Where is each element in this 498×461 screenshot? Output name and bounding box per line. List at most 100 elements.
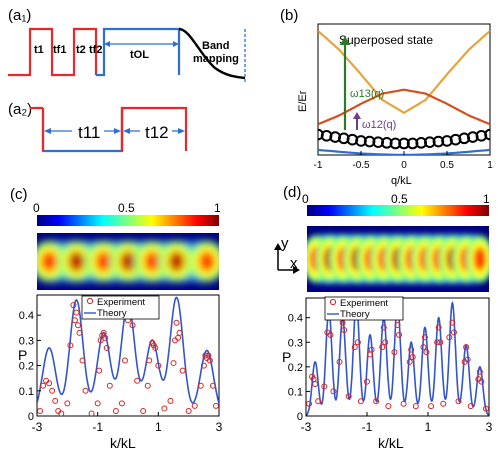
panel-d-label: (d) xyxy=(283,184,301,201)
band-mapping-label-1: Band xyxy=(202,40,230,52)
experiment-point xyxy=(212,402,219,409)
xtick-label: 3 xyxy=(486,420,493,434)
experiment-point xyxy=(400,400,407,407)
experiment-point xyxy=(380,324,387,331)
heatmap-d xyxy=(307,226,489,292)
xtick-label: -1 xyxy=(362,420,373,434)
omega12-label: ω12(q) xyxy=(362,119,396,131)
experiment-point xyxy=(364,378,370,385)
legend-d-exp-marker xyxy=(329,298,337,306)
experiment-point xyxy=(67,342,74,349)
experiment-point xyxy=(421,334,428,341)
legend-c-experiment: Experiment xyxy=(97,297,145,308)
heat-blob-core xyxy=(41,251,58,272)
legend-c-exp-marker xyxy=(86,297,94,305)
legend-d: Experiment Theory xyxy=(324,296,404,321)
experiment-point xyxy=(382,339,389,346)
experiment-point xyxy=(420,344,427,351)
experiment-point xyxy=(64,400,71,407)
panel-b: (b) -1 -0.5 0 0.5 1 Superposed state E/Er q/… xyxy=(280,7,493,187)
experiment-point xyxy=(467,403,474,410)
experiment-point xyxy=(423,349,430,356)
experiment-point xyxy=(385,403,392,410)
heatmap-c xyxy=(37,233,219,290)
experiment-point xyxy=(341,326,348,333)
pulse-label-t1: t1 xyxy=(34,44,44,56)
t11-arrow-left-head xyxy=(44,128,51,134)
pulse-red-main xyxy=(120,106,188,151)
panel-a2: (a₂) t11 t12 xyxy=(8,101,188,153)
omega13-label: ω13(q) xyxy=(350,88,384,100)
ytick-label: 0 xyxy=(28,411,34,423)
xtick-label: -1 xyxy=(92,420,103,434)
experiment-point xyxy=(476,368,483,375)
superposed-point xyxy=(389,137,402,150)
panel-c-axes xyxy=(36,294,220,417)
axis-indicator-x-label: x xyxy=(290,255,298,272)
experiment-point xyxy=(450,329,457,336)
panel-c: (c) 0 0.5 1 -3 -1 1 3 0 0.1 0.2 0.3 0.4 P k/kL E… xyxy=(10,186,223,451)
t11-label-bg xyxy=(72,120,104,142)
experiment-point xyxy=(336,358,343,365)
experiment-point xyxy=(74,322,81,329)
experiment-point xyxy=(455,398,462,405)
colorbar-d-tick-mid: 0.5 xyxy=(391,192,408,206)
band-curve-band3 xyxy=(318,30,490,115)
experiment-point xyxy=(306,400,313,407)
omega13-arrow-head xyxy=(340,36,350,45)
band-mapping-label-2: mapping xyxy=(193,53,239,65)
experiment-point xyxy=(79,357,86,364)
pulse-label-t2: t2 xyxy=(76,44,86,56)
experiment-point xyxy=(73,309,80,316)
legend-d-theory: Theory xyxy=(340,309,370,320)
ytick-label: 0.3 xyxy=(19,335,34,347)
superposed-point xyxy=(484,128,490,141)
experiment-point xyxy=(96,367,103,374)
experiment-point xyxy=(435,324,442,331)
panel-a2-label: (a₂) xyxy=(8,101,32,118)
ytick-label: 0.2 xyxy=(19,361,34,373)
colorbar-c-tick-1: 1 xyxy=(214,201,221,215)
experiment-point xyxy=(412,403,419,410)
experiment-point xyxy=(315,398,322,405)
experiment-point xyxy=(437,339,444,346)
t11-arrow-right-head xyxy=(114,128,121,134)
experiment-point xyxy=(146,357,153,364)
panel-d-ylabel: P xyxy=(282,349,291,365)
b-xtick-label: 0.5 xyxy=(440,160,454,171)
panel-c-xlabel: k/kL xyxy=(110,435,136,451)
ytick-label: 0.1 xyxy=(288,386,303,398)
panel-b-curves xyxy=(318,30,490,155)
axis-indicator-y-head xyxy=(274,243,282,250)
panel-a1: (a₁) t1 tf1 t2 tf2 tOL Band mapping xyxy=(8,7,246,82)
experiment-point xyxy=(152,344,159,351)
panel-c-ticks: -3 -1 1 3 0 0.1 0.2 0.3 0.4 xyxy=(19,310,223,434)
experiment-point xyxy=(463,344,470,351)
experiment-point xyxy=(191,402,198,409)
experiment-point xyxy=(373,398,380,405)
experiment-point xyxy=(449,319,456,326)
tol-arrow-left-head xyxy=(104,41,110,47)
heat-blob-core xyxy=(95,251,112,272)
experiment-point xyxy=(482,405,489,412)
ytick-label: 0.3 xyxy=(288,337,303,349)
ytick-label: 0 xyxy=(297,411,303,423)
xtick-label: 3 xyxy=(216,420,223,434)
panel-c-label: (c) xyxy=(10,186,28,203)
legend-d-experiment: Experiment xyxy=(340,298,388,309)
heat-blob-core xyxy=(198,251,215,272)
legend-c-theory: Theory xyxy=(97,308,127,319)
panel-b-ylabel: E/Er xyxy=(297,90,309,112)
experiment-point xyxy=(209,382,216,389)
experiment-point xyxy=(446,334,453,341)
panel-d: (d) 0 0.5 1 y x -3 -1 1 3 0 0.1 0.2 0.3 0.4 P k/… xyxy=(274,184,493,451)
pulse-label-tf1: tf1 xyxy=(53,44,66,56)
experiment-point xyxy=(144,382,151,389)
experiment-point xyxy=(76,329,83,336)
panel-d-ticks: -3 -1 1 3 0 0.1 0.2 0.3 0.4 xyxy=(288,313,493,434)
experiment-point xyxy=(46,380,53,387)
experiment-point xyxy=(351,344,358,351)
experiment-point xyxy=(408,346,415,353)
colorbar-c-tick-0: 0 xyxy=(33,201,40,215)
panel-c-ylabel: P xyxy=(18,347,27,363)
